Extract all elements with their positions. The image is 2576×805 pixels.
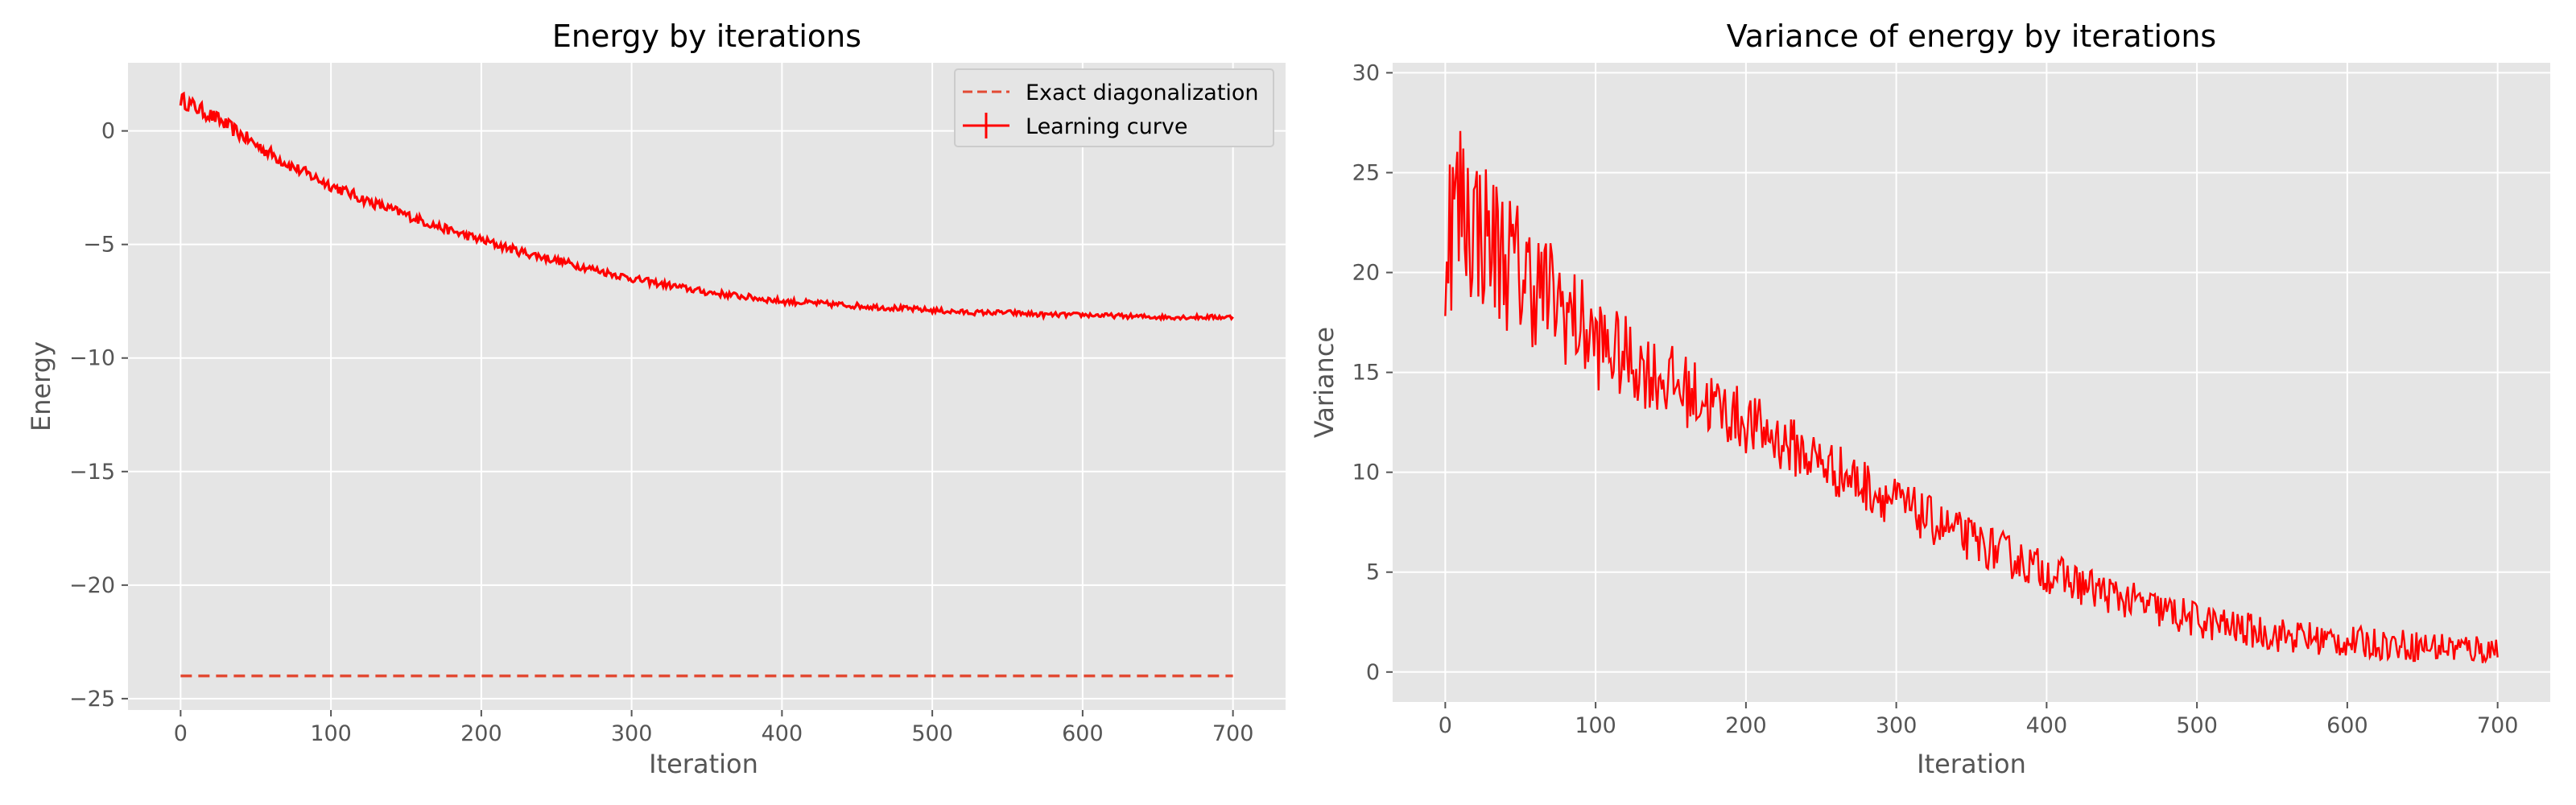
x-tick-label: 700 (1212, 721, 1254, 746)
x-tick-label: 600 (2326, 713, 2368, 738)
variance-ticks: 0 100 200 300 400 500 600 700 0 5 10 15 20 25 30 (1352, 60, 2519, 738)
y-tick-label: 30 (1352, 60, 1380, 85)
x-tick-label: 700 (2477, 713, 2519, 738)
x-tick-label: 200 (1725, 713, 1767, 738)
energy-y-axis-label: Energy (26, 341, 56, 431)
x-tick-label: 200 (460, 721, 502, 746)
learning-curve-line (179, 91, 1234, 322)
x-tick-label: 600 (1062, 721, 1104, 746)
y-tick-label: 0 (101, 119, 115, 144)
energy-legend: Exact diagonalization Learning curve (954, 68, 1274, 147)
legend-exact-label: Exact diagonalization (1026, 80, 1259, 105)
energy-chart-title: Energy by iterations (552, 19, 861, 54)
x-tick-label: 0 (174, 721, 188, 746)
variance-x-axis-label: Iteration (1917, 749, 2026, 779)
x-tick-label: 300 (1876, 713, 1918, 738)
y-tick-label: −10 (69, 346, 115, 371)
y-tick-label: 25 (1352, 160, 1380, 185)
energy-chart: 0 100 200 300 400 500 600 700 0 −5 −10 −15 −20 −25 En… (26, 19, 1286, 779)
x-tick-label: 100 (310, 721, 352, 746)
variance-grid (1393, 63, 2550, 702)
variance-plot-area (1393, 63, 2550, 702)
variance-y-axis-label: Variance (1309, 327, 1340, 438)
variance-chart: 0 100 200 300 400 500 600 700 0 5 10 15 20 25 30 Varia… (1309, 19, 2550, 779)
x-tick-label: 300 (611, 721, 653, 746)
y-tick-label: 20 (1352, 261, 1380, 286)
y-tick-label: 15 (1352, 361, 1380, 386)
y-tick-label: 10 (1352, 460, 1380, 485)
x-tick-label: 500 (2176, 713, 2218, 738)
x-tick-label: 100 (1575, 713, 1616, 738)
energy-grid (128, 63, 1286, 710)
y-tick-label: −15 (69, 460, 115, 485)
legend-learning-label: Learning curve (1026, 114, 1187, 139)
y-tick-label: 0 (1366, 660, 1380, 685)
variance-line (1444, 130, 2499, 664)
y-tick-label: 5 (1366, 560, 1380, 585)
y-tick-label: −20 (69, 573, 115, 598)
variance-data (1444, 130, 2499, 664)
variance-chart-title: Variance of energy by iterations (1727, 19, 2216, 54)
energy-data (179, 91, 1234, 678)
x-tick-label: 500 (911, 721, 953, 746)
energy-x-axis-label: Iteration (649, 749, 758, 779)
x-tick-label: 400 (2026, 713, 2068, 738)
y-tick-label: −25 (69, 687, 115, 712)
y-tick-label: −5 (83, 233, 115, 258)
x-tick-label: 0 (1439, 713, 1452, 738)
legend-box (954, 68, 1274, 147)
x-tick-label: 400 (762, 721, 803, 746)
energy-plot-area (128, 63, 1286, 710)
energy-ticks: 0 100 200 300 400 500 600 700 0 −5 −10 −15 −20 −25 (69, 119, 1253, 746)
